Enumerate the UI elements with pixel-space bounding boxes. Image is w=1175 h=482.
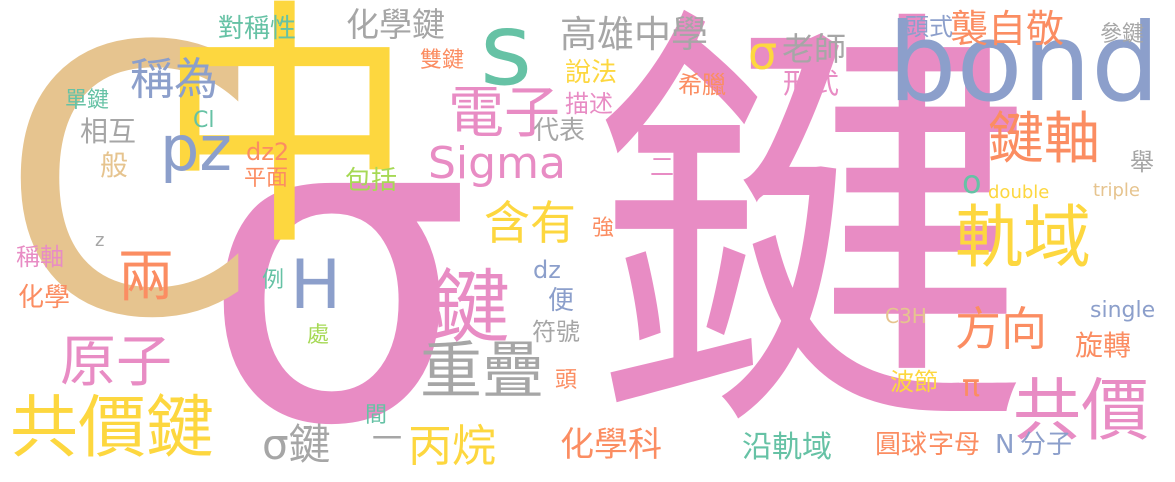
word-toushi: 頭式 [905, 15, 953, 39]
word-fangxiang: 方向 [955, 306, 1047, 352]
word-hanyou: 含有 [484, 200, 576, 246]
word-xila: 希臘 [678, 73, 726, 97]
word-gongzijing: 襲自敬 [950, 10, 1064, 48]
word-dz: dz [533, 258, 561, 282]
word-o: o [962, 166, 982, 198]
word-xuanzhuan: 旋轉 [1075, 332, 1131, 360]
word-sigma-text: Sigma [428, 142, 566, 186]
word-danjian: 單鍵 [65, 90, 109, 112]
word-laoshi: 老師 [782, 33, 846, 65]
word-xianghu: 相互 [80, 118, 136, 146]
word-jianzhou: 鍵軸 [988, 112, 1100, 168]
word-daibiao: 代表 [533, 118, 585, 144]
word-chengwei: 稱為 [130, 58, 218, 102]
word-n: N [995, 432, 1014, 458]
word-canjian: 參鍵 [1100, 24, 1144, 46]
word-pi: π [962, 372, 980, 402]
word-baokuo: 包括 [345, 168, 397, 194]
word-fuhao: 符號 [532, 320, 580, 344]
word-huaxueke: 化學科 [560, 428, 662, 462]
word-chengzhou: 稱軸 [16, 245, 64, 269]
word-huaxue: 化學 [18, 285, 70, 311]
word-pingmian: 平面 [244, 168, 288, 190]
word-chongdie: 重疊 [420, 340, 544, 402]
word-single: single [1090, 300, 1155, 322]
word-bian: 便 [548, 288, 574, 314]
word-er: 二 [650, 155, 674, 179]
word-shuofa: 說法 [565, 60, 617, 86]
word-guiyu: 軌域 [955, 205, 1091, 273]
word-zimu: 字母 [928, 432, 980, 458]
word-tou: 頭 [555, 370, 577, 392]
word-bojie: 波節 [890, 370, 938, 394]
word-sigma-small: σ [748, 30, 777, 76]
word-sigma-jian: σ鍵 [262, 424, 331, 466]
word-li: 例 [262, 270, 284, 292]
word-c3h: C3H [885, 306, 927, 326]
word-fenzi: 分子 [1020, 432, 1072, 458]
word-yanguiyu: 沿軌域 [742, 433, 832, 463]
word-double: double [988, 184, 1049, 202]
word-gongjiajian: 共價鍵 [10, 395, 214, 463]
word-ban: 般 [100, 152, 128, 180]
word-huaxuejian: 化學鍵 [346, 8, 445, 41]
word-duichenxing: 對稱性 [218, 16, 296, 42]
word-liang: 兩 [118, 250, 174, 306]
word-cl: Cl [193, 110, 214, 132]
word-gaoxiong: 高雄中學 [560, 16, 708, 53]
word-shuangjian: 雙鍵 [420, 50, 464, 72]
word-h: H [290, 252, 341, 320]
word-triple: triple [1093, 182, 1140, 200]
word-miaoshu: 描述 [565, 92, 613, 116]
word-chu: 處 [307, 325, 329, 347]
word-ju: 舉 [1130, 150, 1154, 174]
word-qiang: 強 [592, 218, 614, 240]
word-xingshi: 形式 [783, 70, 839, 98]
word-bingwan: 丙烷 [408, 425, 496, 469]
word-yuanzi: 原子 [60, 335, 172, 391]
word-yi: 一 [372, 425, 402, 455]
word-yuanqiu: 圓球 [875, 432, 927, 458]
word-z: z [95, 232, 104, 250]
word-dz2: dz2 [246, 140, 289, 164]
